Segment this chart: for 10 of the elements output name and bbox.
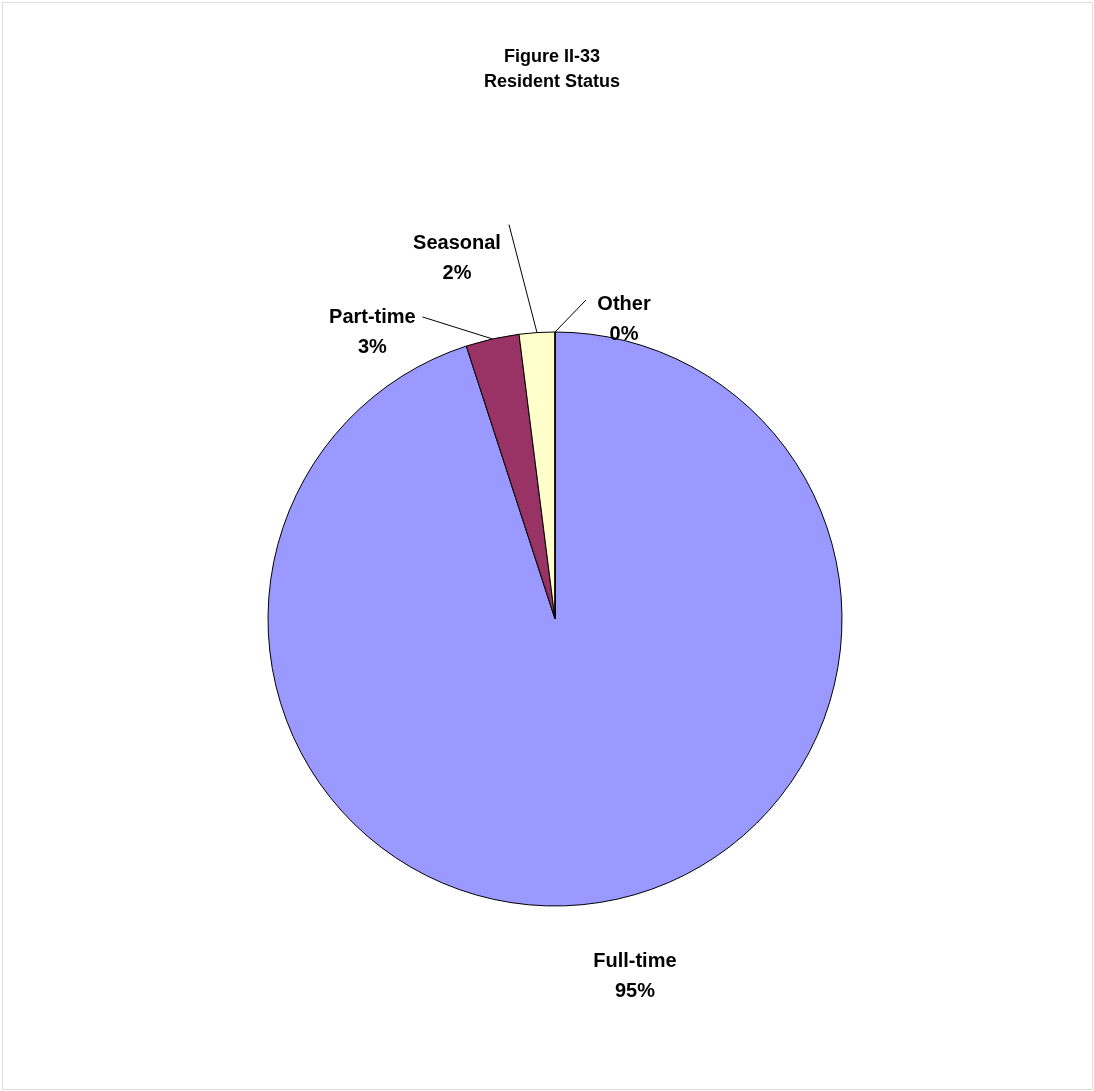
data-label: 2% xyxy=(442,260,472,283)
slice-label: Full-time xyxy=(593,949,677,972)
data-label: 3% xyxy=(357,334,388,357)
chart-subtitle: Resident Status xyxy=(483,71,621,91)
slice-label: Part-time xyxy=(329,304,416,327)
text: 0% xyxy=(609,322,639,344)
legend-label: Other xyxy=(597,292,651,314)
slice-label: Seasonal xyxy=(413,230,501,253)
chart-title: Figure II-33 xyxy=(503,46,601,66)
data-label: 95% xyxy=(614,979,656,1002)
